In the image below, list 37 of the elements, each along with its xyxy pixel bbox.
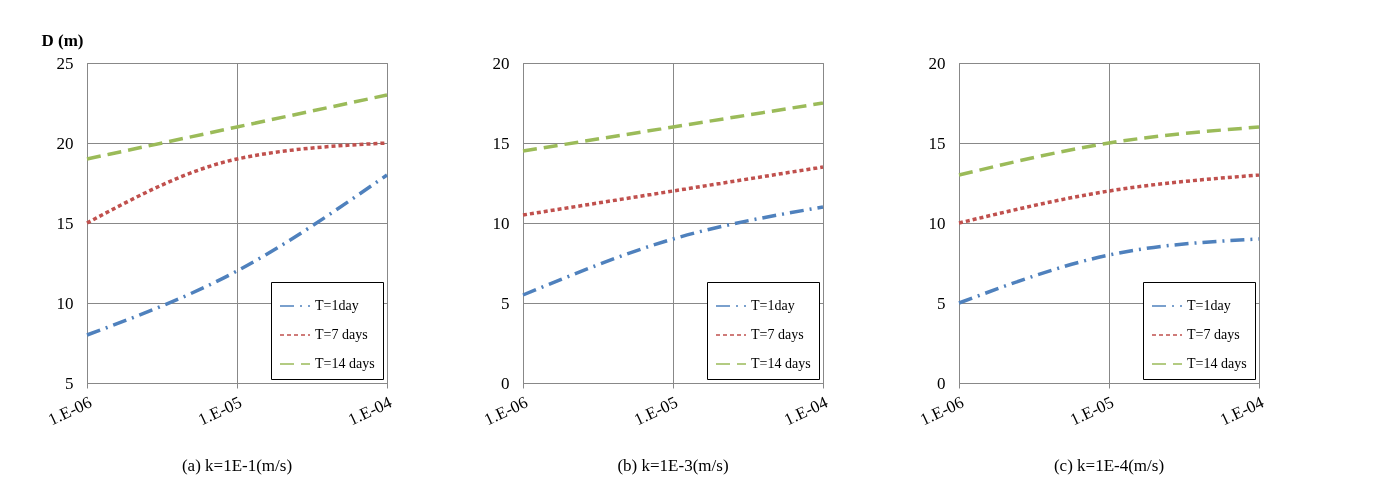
legend-label: T=7 days [1187, 327, 1240, 342]
x-tick-label: 1.E-05 [631, 392, 681, 430]
legend-label: T=1day [1187, 298, 1231, 313]
x-tick-label: 1.E-06 [481, 392, 531, 430]
y-tick-label: 15 [56, 213, 74, 233]
y-tick-label: 0 [501, 373, 510, 393]
x-tick-label: 1.E-06 [917, 392, 967, 430]
x-tick-label: 1.E-06 [45, 392, 95, 430]
x-tick-label: 1.E-05 [1067, 392, 1117, 430]
legend-label: T=14 days [751, 356, 811, 371]
text: (a) k=1E-1(m/s) [181, 455, 293, 475]
legend-label: T=7 days [751, 327, 804, 342]
y-tick-label: 10 [928, 213, 946, 233]
legend-label: T=7 days [315, 327, 368, 342]
y-tick-label: 5 [65, 373, 74, 393]
y-axis-title: D (m) [41, 30, 84, 50]
y-tick-label: 15 [492, 133, 510, 153]
y-tick-label: 15 [928, 133, 946, 153]
y-tick-label: 10 [492, 213, 510, 233]
x-tick-label: 1.E-04 [781, 392, 832, 430]
legend-label: T=1day [315, 298, 359, 313]
x-tick-label: 1.E-04 [345, 392, 396, 430]
text: (b) k=1E-3(m/s) [617, 455, 729, 475]
text: (c) k=1E-4(m/s) [1053, 455, 1165, 475]
legend-label: T=14 days [315, 356, 375, 371]
y-tick-label: 5 [937, 293, 946, 313]
y-tick-label: 5 [501, 293, 510, 313]
y-tick-label: 20 [56, 133, 74, 153]
y-tick-label: 20 [928, 53, 946, 73]
x-tick-label: 1.E-04 [1217, 392, 1268, 430]
y-tick-label: 25 [56, 53, 74, 73]
x-tick-label: 1.E-05 [195, 392, 245, 430]
y-tick-label: 20 [492, 53, 510, 73]
legend-label: T=14 days [1187, 356, 1247, 371]
y-tick-label: 10 [56, 293, 74, 313]
y-tick-label: 0 [937, 373, 946, 393]
legend-label: T=1day [751, 298, 795, 313]
